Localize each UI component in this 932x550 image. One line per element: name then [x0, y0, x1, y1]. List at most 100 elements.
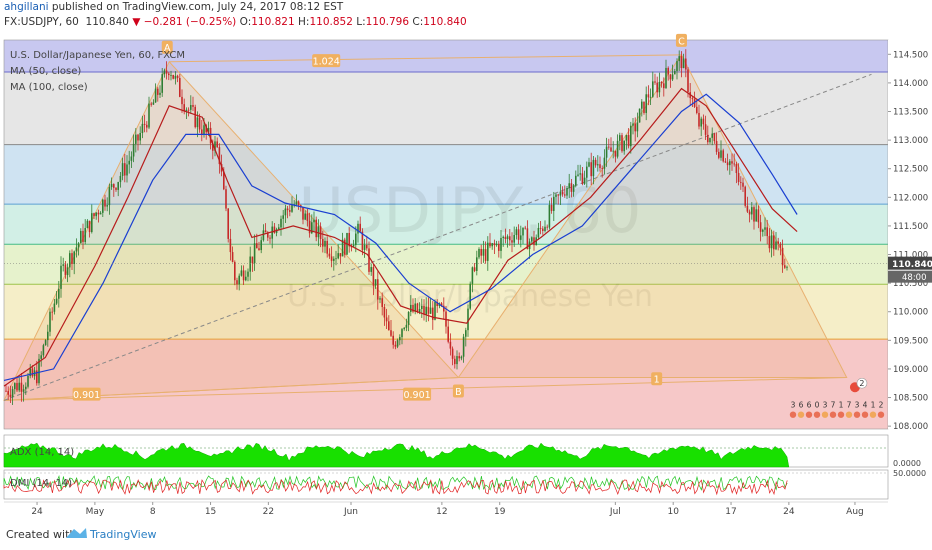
- high-label: H:: [298, 16, 310, 28]
- candle-body: [381, 298, 383, 308]
- candle-body: [273, 226, 276, 233]
- time-tick-label: 24: [783, 507, 795, 517]
- candle-body: [451, 348, 454, 359]
- axis-tick-label: 114.000: [893, 79, 928, 89]
- candle-body: [113, 184, 115, 188]
- candle-body: [704, 124, 707, 135]
- candle-body: [612, 150, 614, 152]
- candle-body: [185, 109, 188, 112]
- point-label-b-box: [452, 384, 464, 398]
- candle-body: [284, 208, 287, 216]
- candle-body: [478, 248, 480, 258]
- candle-body: [187, 109, 190, 111]
- candle-body: [601, 168, 603, 169]
- author-link[interactable]: ahgillani: [4, 1, 49, 13]
- candle-body: [196, 117, 199, 128]
- candle-body: [394, 344, 397, 347]
- candle-body: [542, 228, 544, 231]
- price-axis[interactable]: 114.500 114.000 113.500 113.000 112.500 112.0…: [4, 40, 932, 432]
- candle-body: [317, 226, 320, 238]
- candle-body: [718, 151, 720, 158]
- candle-body: [784, 265, 786, 268]
- open-label: O:: [239, 16, 252, 28]
- candle-body: [654, 81, 656, 83]
- candle-body: [66, 267, 69, 276]
- candle-body: [671, 74, 674, 80]
- candle-body: [487, 242, 489, 261]
- candle-body: [181, 96, 183, 105]
- candle-body: [322, 238, 324, 247]
- candle-body: [526, 228, 529, 250]
- candle-body: [249, 256, 251, 272]
- candle-body: [557, 194, 559, 196]
- candle-body: [80, 230, 82, 244]
- event-count: 2: [859, 379, 864, 388]
- ratio-label-bd-text: 1: [654, 375, 660, 386]
- event-dot: [813, 411, 821, 418]
- candle-body: [60, 265, 62, 289]
- candle-body: [414, 303, 416, 312]
- candle-body: [132, 143, 135, 157]
- candle-body: [443, 305, 445, 312]
- dmi-axis-label: 50.0000: [893, 469, 926, 478]
- legend-instrument: U.S. Dollar/Japanese Yen, 60, FXCM: [10, 50, 185, 61]
- candle-body: [304, 213, 306, 220]
- candle-body: [141, 123, 144, 133]
- time-tick-label: 17: [725, 507, 736, 517]
- ratio-label-xd-text: 0.901: [403, 390, 430, 401]
- candle-body: [223, 171, 225, 190]
- candle-body: [262, 230, 265, 241]
- candle-body: [610, 147, 612, 152]
- candle-body: [183, 104, 185, 112]
- candle-body: [69, 253, 71, 268]
- candle-body: [368, 248, 370, 272]
- candle-body: [423, 305, 425, 315]
- point-label-b: B: [452, 384, 464, 398]
- quote-header: FX:USDJPY, 60 110.840 ▼ −0.281 (−0.25%) …: [4, 16, 467, 28]
- candle-body: [568, 183, 570, 189]
- dmi-plus-line: [3, 475, 788, 491]
- candle-body: [280, 218, 282, 228]
- time-tick-label: 12: [436, 507, 447, 517]
- candle-body: [49, 311, 51, 332]
- axis-tick-label: 113.000: [893, 136, 928, 146]
- candle-body: [198, 117, 201, 130]
- candle-body: [245, 276, 247, 281]
- candle-body: [522, 227, 524, 236]
- candle-body: [16, 383, 18, 391]
- candle-body: [524, 227, 526, 229]
- candle-body: [168, 73, 170, 76]
- candle-body: [674, 71, 676, 75]
- ma50-line: [3, 87, 798, 387]
- candle-body: [99, 212, 102, 215]
- ratio-label-bd: 1: [651, 372, 663, 386]
- event-date: 0: [815, 400, 820, 409]
- candle-body: [473, 267, 476, 271]
- candle-body: [623, 140, 625, 152]
- candle-body: [174, 75, 177, 79]
- last-price: 110.840: [85, 16, 129, 28]
- candle-body: [110, 184, 113, 188]
- candle-body: [146, 124, 148, 128]
- candle-body: [286, 208, 289, 211]
- candle-body: [436, 302, 438, 307]
- event-date: 3: [791, 400, 796, 409]
- candle-body: [236, 280, 238, 285]
- axis-tick-label: 108.000: [893, 422, 928, 432]
- candle-body: [348, 232, 350, 247]
- candle-body: [88, 220, 91, 232]
- axis-tick-label: 110.500: [893, 279, 928, 289]
- candle-body: [82, 230, 84, 242]
- candle-body: [9, 394, 12, 397]
- candle-body: [759, 222, 762, 232]
- candle-body: [106, 205, 108, 207]
- candle-body: [240, 270, 243, 276]
- candle-body: [757, 209, 760, 223]
- candle-body: [482, 249, 485, 256]
- candle-body: [161, 74, 163, 93]
- candle-body: [652, 81, 654, 97]
- time-axis[interactable]: 24 May 8 15 22 Jun 12 19 Jul 10 17 24 Aug: [4, 501, 888, 517]
- event-dot: [845, 411, 853, 418]
- candle-body: [647, 94, 650, 98]
